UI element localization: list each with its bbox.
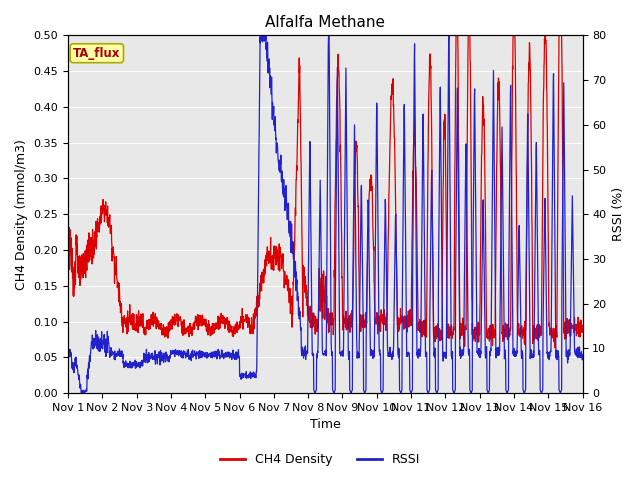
Legend: CH4 Density, RSSI: CH4 Density, RSSI bbox=[214, 448, 426, 471]
Y-axis label: RSSI (%): RSSI (%) bbox=[612, 187, 625, 241]
Text: TA_flux: TA_flux bbox=[73, 47, 120, 60]
Title: Alfalfa Methane: Alfalfa Methane bbox=[266, 15, 385, 30]
X-axis label: Time: Time bbox=[310, 419, 340, 432]
Y-axis label: CH4 Density (mmol/m3): CH4 Density (mmol/m3) bbox=[15, 139, 28, 289]
